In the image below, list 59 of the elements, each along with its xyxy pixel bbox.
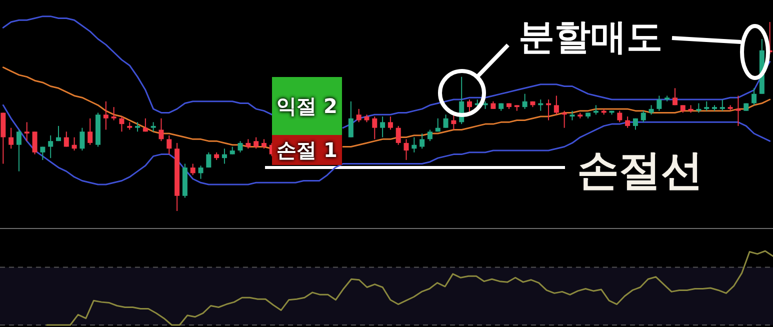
candlestick [103, 100, 108, 130]
candlestick [40, 146, 46, 160]
candlestick [111, 106, 116, 121]
candlestick [412, 136, 417, 153]
candlestick [348, 100, 354, 138]
candlestick [736, 95, 741, 126]
candlestick [404, 138, 409, 160]
candlestick [222, 148, 227, 164]
candlestick [166, 134, 172, 155]
candlestick [704, 100, 710, 112]
candlestick [48, 134, 54, 159]
candlestick [617, 110, 622, 123]
candlestick [150, 122, 156, 132]
candlestick [570, 110, 575, 121]
candlestick [64, 131, 69, 148]
candlestick [672, 88, 678, 106]
candlestick [16, 129, 22, 172]
annotation: 분할매도 [518, 16, 664, 60]
candlestick [261, 138, 266, 150]
candlestick [88, 118, 93, 146]
candlestick [254, 136, 259, 150]
candlestick [625, 116, 630, 128]
annotation: 익절 2 [272, 77, 342, 135]
candlestick [380, 116, 386, 138]
candlestick [420, 133, 425, 150]
candlestick [32, 131, 38, 155]
candlestick [451, 114, 456, 130]
candlestick [752, 88, 757, 106]
candlestick [190, 163, 196, 176]
candlestick [372, 116, 378, 140]
candlestick [56, 125, 61, 142]
candlestick [554, 95, 559, 116]
candlestick [396, 125, 401, 146]
candlestick [656, 95, 662, 112]
candlestick [522, 93, 528, 110]
candlestick [119, 116, 124, 132]
candlestick [238, 140, 243, 153]
candlestick [720, 98, 725, 112]
candlestick [696, 102, 702, 114]
candlestick [356, 108, 362, 123]
annotation: 손절 1 [272, 135, 342, 165]
candlestick [435, 118, 440, 132]
candlestick [72, 136, 77, 152]
candlestick [206, 152, 212, 168]
candlestick [8, 127, 14, 150]
candlestick [246, 138, 251, 150]
candlestick [640, 110, 646, 123]
candlestick [80, 127, 85, 152]
candlestick [158, 118, 164, 142]
candlestick [648, 104, 654, 116]
candlestick [443, 114, 448, 128]
ref-line-label: 손절선 [577, 146, 703, 195]
candlestick [135, 122, 140, 132]
candlestick [24, 122, 30, 142]
candlestick [388, 116, 393, 130]
candlestick [142, 118, 148, 132]
candlestick [562, 110, 567, 128]
candlestick [427, 129, 432, 142]
candlestick [198, 165, 204, 180]
